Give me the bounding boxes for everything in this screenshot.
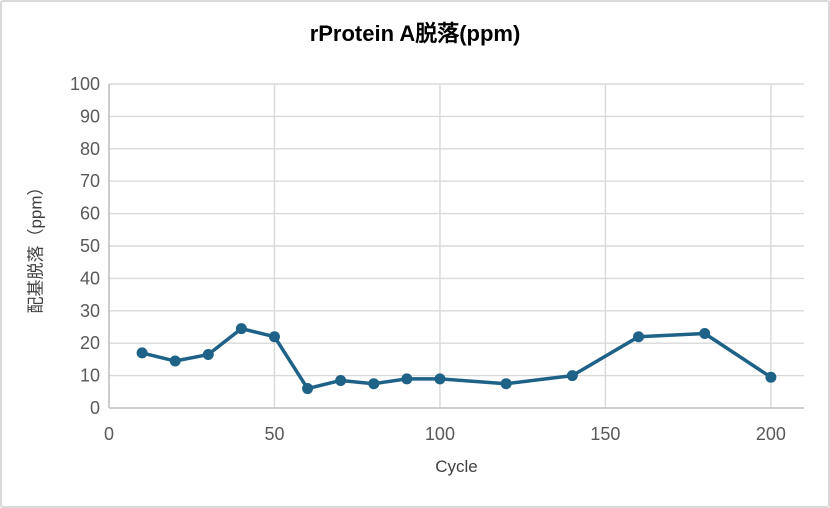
y-tick-label: 90 <box>80 106 100 126</box>
y-tick-label: 10 <box>80 366 100 386</box>
y-tick-label: 100 <box>70 74 100 94</box>
data-point-marker <box>566 370 578 382</box>
data-point-marker <box>633 331 645 343</box>
data-point-marker <box>368 378 380 390</box>
x-tick-label: 100 <box>425 424 455 444</box>
y-axis-title: 配基脱落（ppm） <box>26 178 46 314</box>
x-tick-label: 200 <box>756 424 786 444</box>
data-point-marker <box>136 347 148 359</box>
data-point-marker <box>434 373 446 385</box>
x-tick-label: 150 <box>590 424 620 444</box>
data-point-marker <box>500 378 512 390</box>
chart-title: rProtein A脱落(ppm) <box>309 21 521 46</box>
data-point-marker <box>699 327 711 339</box>
data-point-marker <box>235 323 247 335</box>
data-point-marker <box>169 355 181 367</box>
data-point-marker <box>202 349 214 361</box>
x-tick-label: 50 <box>264 424 284 444</box>
y-tick-label: 40 <box>80 268 100 288</box>
y-tick-label: 50 <box>80 236 100 256</box>
x-axis-title: Cycle <box>435 457 478 476</box>
y-tick-label: 30 <box>80 301 100 321</box>
y-tick-label: 80 <box>80 139 100 159</box>
data-point-marker <box>765 371 777 383</box>
y-tick-label: 70 <box>80 171 100 191</box>
data-point-marker <box>268 331 280 343</box>
data-point-marker <box>302 383 314 395</box>
series-line <box>140 326 773 391</box>
y-tick-label: 20 <box>80 333 100 353</box>
y-tick-label: 60 <box>80 204 100 224</box>
y-tick-label: 0 <box>90 398 100 418</box>
data-point-marker <box>401 373 413 385</box>
x-tick-label: 0 <box>104 424 114 444</box>
data-point-marker <box>335 374 347 386</box>
